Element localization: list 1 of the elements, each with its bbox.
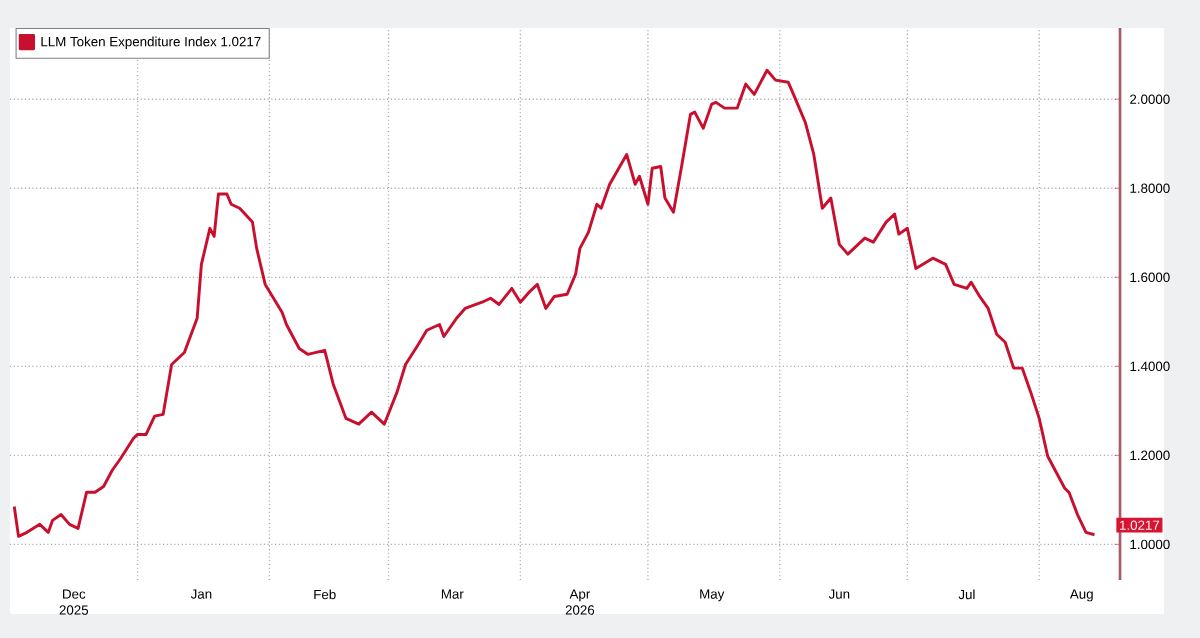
line-series (12, 68, 1096, 538)
